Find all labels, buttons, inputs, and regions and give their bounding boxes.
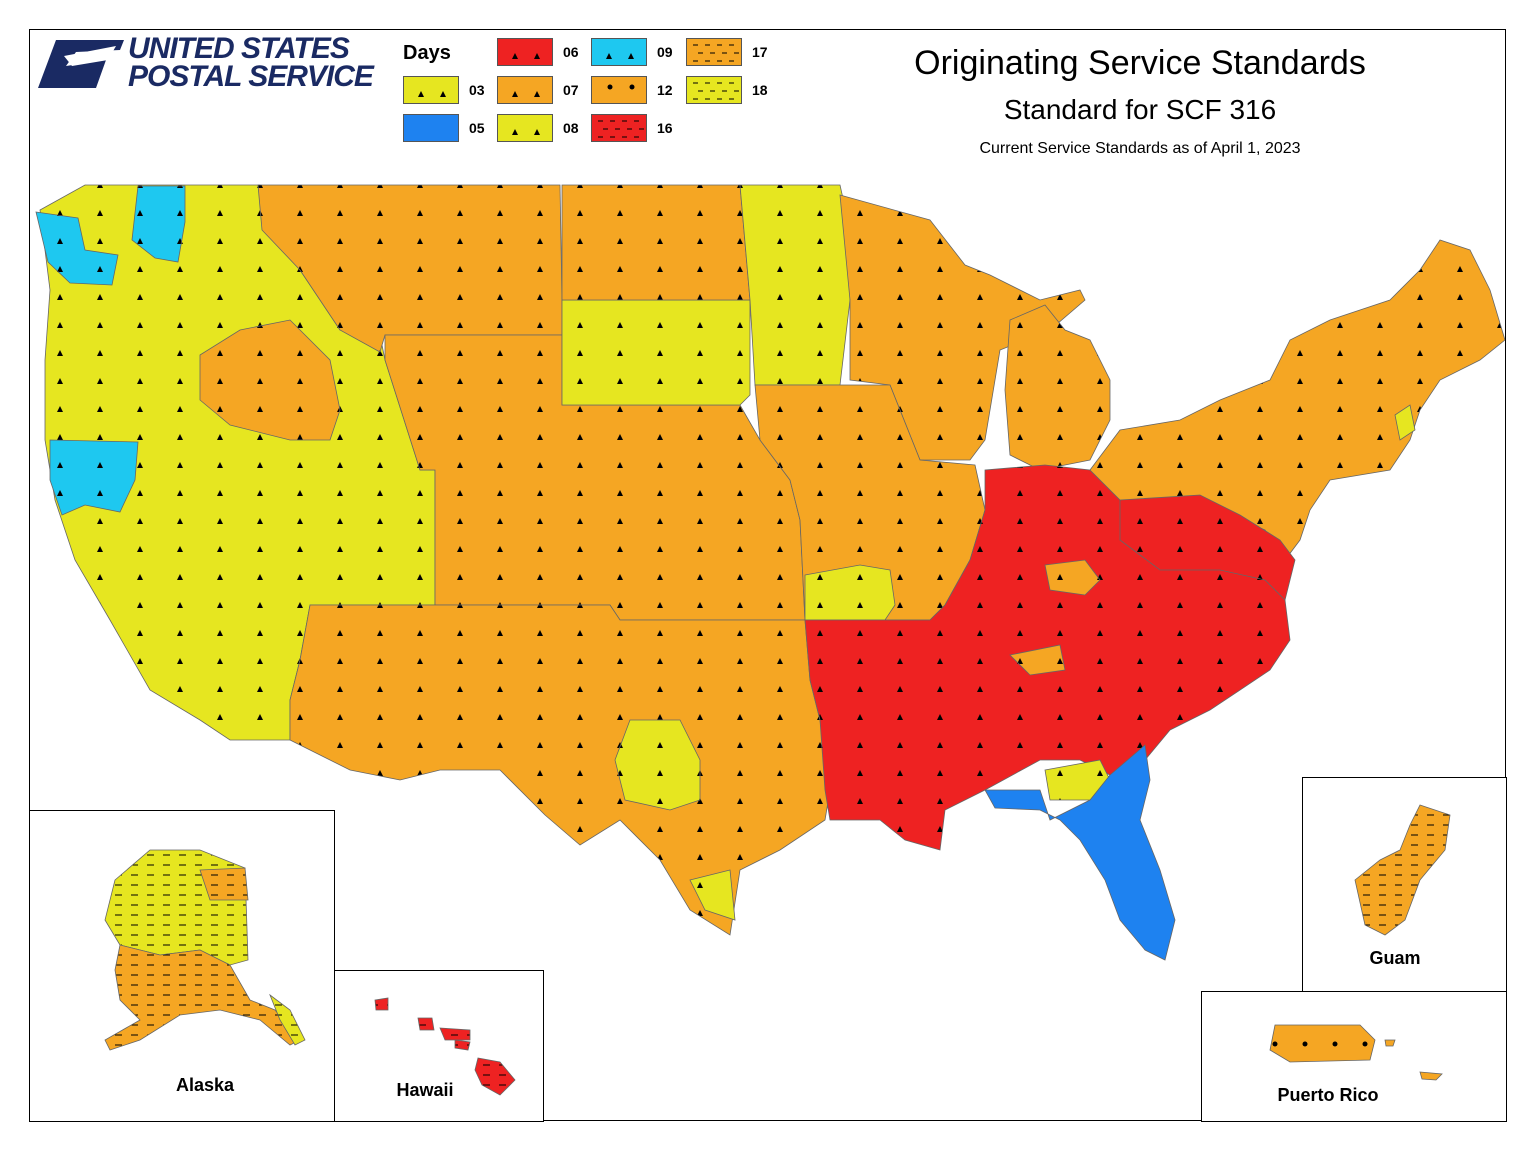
region-id-orange <box>199 319 341 441</box>
alaska-label: Alaska <box>175 1075 235 1095</box>
hawaii-label: Hawaii <box>396 1080 454 1100</box>
legend-swatch-17 <box>686 38 742 66</box>
legend-swatch-06 <box>497 38 553 66</box>
page-title: Originating Service Standards <box>914 44 1366 82</box>
region-mn-yellow <box>739 184 851 386</box>
region-mt-orange <box>257 184 563 353</box>
region-ny-yellow <box>1394 404 1416 441</box>
logo-line1: UNITED STATES <box>128 32 350 65</box>
legend-swatch-03 <box>403 76 459 104</box>
legend-label-05: 05 <box>469 120 485 136</box>
legend-swatch-08 <box>497 114 553 142</box>
logo-line2: POSTAL SERVICE <box>128 60 374 93</box>
page-subtitle: Standard for SCF 316 <box>1003 94 1277 125</box>
region-fl-blue <box>984 744 1176 961</box>
legend-label-09: 09 <box>657 44 673 60</box>
guam-label: Guam <box>1369 948 1421 968</box>
map-frame <box>29 29 1506 1121</box>
hawaii-inset <box>334 970 544 1122</box>
legend-swatch-16 <box>591 114 647 142</box>
conus-map <box>35 184 1506 961</box>
legend-label-16: 16 <box>657 120 673 136</box>
legend-swatch-05 <box>403 114 459 142</box>
legend-label-17: 17 <box>752 44 768 60</box>
region-tx-yellow <box>614 719 701 811</box>
region-wa-cyan-2 <box>131 185 186 263</box>
date-note: Current Service Standards as of April 1,… <box>979 140 1301 157</box>
legend-swatch-18 <box>686 76 742 104</box>
legend-label-08: 08 <box>563 120 579 136</box>
legend-label-06: 06 <box>563 44 579 60</box>
legend-label-03: 03 <box>469 82 485 98</box>
region-norcal-cyan <box>49 439 139 516</box>
puerto-rico-label: Puerto Rico <box>1277 1085 1379 1105</box>
region-ky-orange <box>1044 559 1101 596</box>
eagle-logo-icon <box>38 40 124 88</box>
legend-swatch-09 <box>591 38 647 66</box>
region-va-red <box>1119 494 1296 601</box>
region-mi-orange <box>1004 304 1111 471</box>
region-wa-cyan <box>35 211 119 286</box>
legend-swatch-07 <box>497 76 553 104</box>
legend-label-18: 18 <box>752 82 768 98</box>
region-tn-orange <box>1009 644 1066 676</box>
region-tx2-yellow <box>689 869 736 921</box>
legend-title: Days <box>403 42 451 64</box>
legend-label-12: 12 <box>657 82 673 98</box>
legend-swatch-12 <box>591 76 647 104</box>
legend-label-07: 07 <box>563 82 579 98</box>
usps-logo: UNITED STATES POSTAL SERVICE <box>36 30 376 94</box>
